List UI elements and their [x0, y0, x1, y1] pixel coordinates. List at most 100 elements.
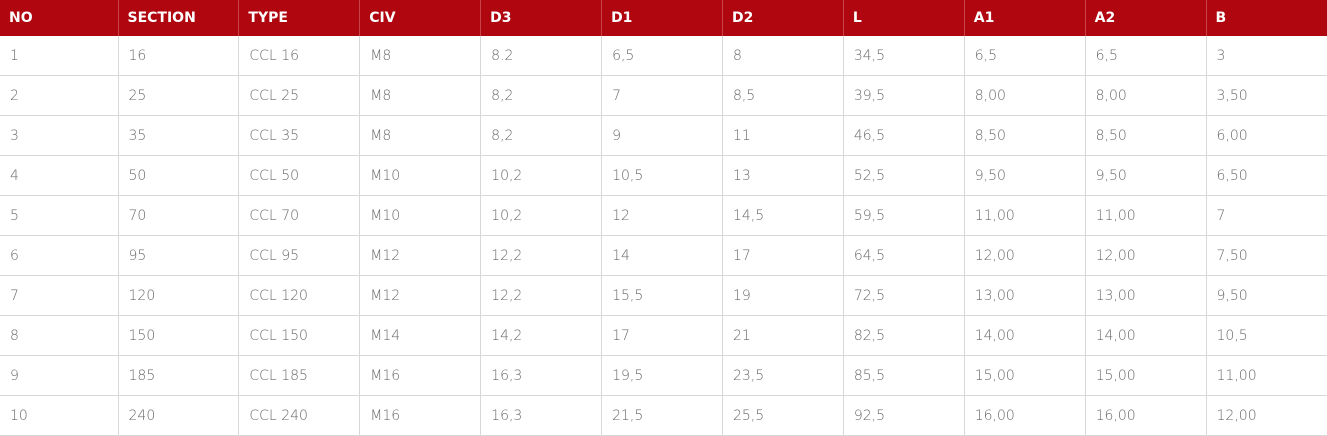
table-cell: 8,00: [964, 75, 1086, 116]
table-cell: 15,00: [1085, 355, 1207, 396]
table-cell: 13,00: [1085, 275, 1207, 316]
table-row: 7 120 CCL 120 M12 12,2 15,5 19 72,5 13,00 13,00 9,…: [0, 275, 1327, 316]
table-cell: 85,5: [843, 355, 965, 396]
table-cell: 10,2: [480, 155, 603, 196]
table-cell: 17: [722, 235, 844, 276]
table-cell: 9,50: [964, 155, 1086, 196]
table-cell: 34,5: [843, 36, 965, 76]
table-cell: 9,50: [1206, 275, 1327, 316]
table-cell: 35: [118, 115, 240, 156]
table-cell: 11,00: [1085, 195, 1207, 236]
table-cell: 59,5: [843, 195, 965, 236]
table-cell: 11,00: [1206, 355, 1327, 396]
table-cell: 8,2: [480, 75, 603, 116]
table-row: 1 16 CCL 16 M8 8.2 6,5 8 34,5 6,5 6,5 3: [0, 36, 1327, 76]
table-cell: 8: [722, 36, 844, 76]
column-header: A1: [964, 0, 1086, 36]
table-cell: 12,2: [480, 275, 603, 316]
table-cell: 8.2: [480, 36, 603, 76]
table-cell: 13,00: [964, 275, 1086, 316]
header-row: NO SECTION TYPE CIV D3 D1 D2 L A1 A2 B: [0, 0, 1327, 36]
table-cell: 11,00: [964, 195, 1086, 236]
table-header: NO SECTION TYPE CIV D3 D1 D2 L A1 A2 B: [0, 0, 1327, 36]
table-cell: 120: [118, 275, 240, 316]
table-cell: 8,00: [1085, 75, 1207, 116]
table-cell: CCL 35: [238, 115, 361, 156]
table-cell: 19: [722, 275, 844, 316]
table-cell: M10: [359, 195, 482, 236]
table-cell: CCL 95: [238, 235, 361, 276]
table-cell: 14,2: [480, 315, 603, 356]
table-cell: 10,5: [601, 155, 723, 196]
table-cell: 21: [722, 315, 844, 356]
table-row: 5 70 CCL 70 M10 10,2 12 14,5 59,5 11,00 11,00 7: [0, 195, 1327, 236]
table-cell: 240: [118, 395, 240, 436]
table-cell: M8: [359, 36, 482, 76]
table-cell: 14: [601, 235, 723, 276]
table-cell: 1: [0, 36, 119, 76]
table-cell: 14,5: [722, 195, 844, 236]
table-cell: 14,00: [964, 315, 1086, 356]
column-header: D2: [722, 0, 844, 36]
column-header: NO: [0, 0, 119, 36]
table-cell: 16,3: [480, 395, 603, 436]
column-header: TYPE: [238, 0, 361, 36]
table-cell: 8,5: [722, 75, 844, 116]
table-cell: 10,2: [480, 195, 603, 236]
table-cell: 50: [118, 155, 240, 196]
table-cell: 7: [1206, 195, 1327, 236]
table-row: 3 35 CCL 35 M8 8,2 9 11 46,5 8,50 8,50 6,00: [0, 115, 1327, 156]
table-cell: CCL 25: [238, 75, 361, 116]
table-cell: 15,5: [601, 275, 723, 316]
table-cell: 4: [0, 155, 119, 196]
table-row: 6 95 CCL 95 M12 12,2 14 17 64,5 12,00 12,00 7,50: [0, 235, 1327, 276]
table-cell: 95: [118, 235, 240, 276]
table-cell: 19,5: [601, 355, 723, 396]
table-cell: CCL 185: [238, 355, 361, 396]
table-cell: 23,5: [722, 355, 844, 396]
table-cell: 10,5: [1206, 315, 1327, 356]
table-row: 9 185 CCL 185 M16 16,3 19,5 23,5 85,5 15,00 15,00…: [0, 355, 1327, 396]
table-cell: 8,50: [1085, 115, 1207, 156]
table-cell: 2: [0, 75, 119, 116]
table-cell: 9,50: [1085, 155, 1207, 196]
table-cell: M10: [359, 155, 482, 196]
table-cell: 6,5: [964, 36, 1086, 76]
table-cell: CCL 240: [238, 395, 361, 436]
table-cell: 9: [601, 115, 723, 156]
table-cell: 6,50: [1206, 155, 1327, 196]
column-header: SECTION: [118, 0, 240, 36]
table-cell: M8: [359, 75, 482, 116]
table-cell: 6,00: [1206, 115, 1327, 156]
table-cell: 7: [601, 75, 723, 116]
column-header: CIV: [359, 0, 482, 36]
table-cell: 13: [722, 155, 844, 196]
table-cell: 70: [118, 195, 240, 236]
table-cell: 11: [722, 115, 844, 156]
table-cell: 12,00: [1206, 395, 1327, 436]
table-cell: 3,50: [1206, 75, 1327, 116]
table-cell: 12,00: [1085, 235, 1207, 276]
table-cell: 3: [0, 115, 119, 156]
table-cell: CCL 50: [238, 155, 361, 196]
column-header: D3: [480, 0, 603, 36]
table-cell: 7: [0, 275, 119, 316]
table-cell: 39,5: [843, 75, 965, 116]
table-row: 8 150 CCL 150 M14 14,2 17 21 82,5 14,00 14,00 10,5: [0, 315, 1327, 356]
table-cell: 16,00: [964, 395, 1086, 436]
table-row: 10 240 CCL 240 M16 16,3 21,5 25,5 92,5 16,00 16,0…: [0, 395, 1327, 436]
table-cell: 150: [118, 315, 240, 356]
table-cell: 3: [1206, 36, 1327, 76]
table-cell: 12,2: [480, 235, 603, 276]
table-cell: 21,5: [601, 395, 723, 436]
table-cell: 64,5: [843, 235, 965, 276]
table-cell: M16: [359, 355, 482, 396]
column-header: B: [1206, 0, 1327, 36]
table-cell: 9: [0, 355, 119, 396]
table-cell: 14,00: [1085, 315, 1207, 356]
table-cell: M12: [359, 275, 482, 316]
table-cell: M12: [359, 235, 482, 276]
table-cell: 6: [0, 235, 119, 276]
